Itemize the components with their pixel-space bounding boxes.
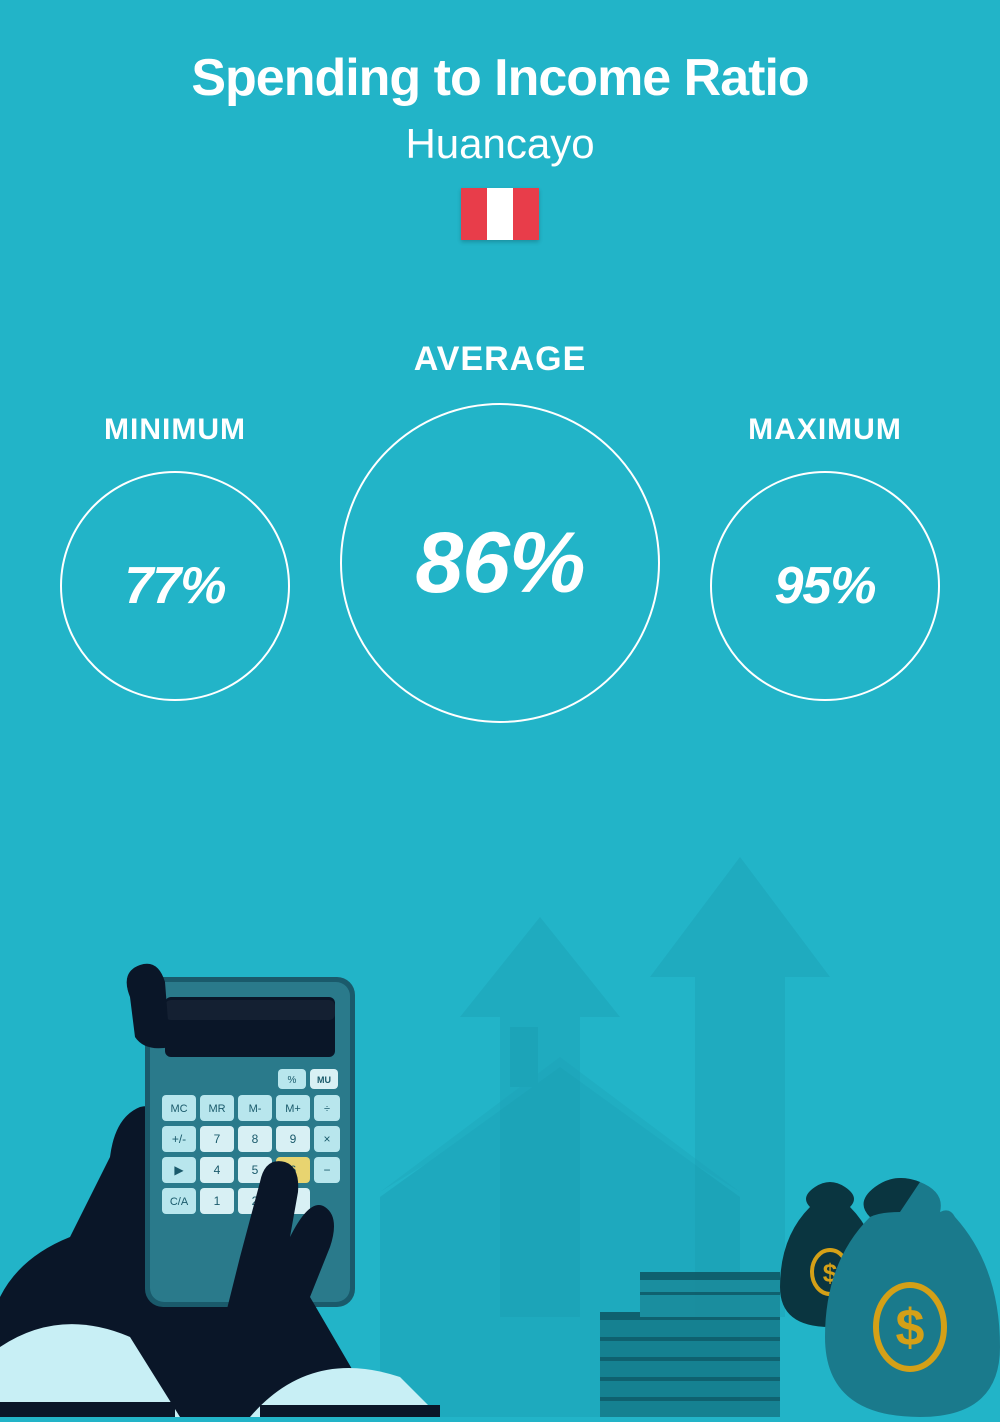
svg-text:M+: M+: [285, 1103, 301, 1115]
stat-maximum: MAXIMUM 95%: [710, 413, 940, 701]
main-title: Spending to Income Ratio: [191, 48, 808, 108]
svg-text:C/A: C/A: [170, 1196, 189, 1208]
minimum-circle: 77%: [60, 471, 290, 701]
svg-text:×: ×: [323, 1132, 330, 1146]
subtitle: Huancayo: [405, 120, 594, 168]
average-circle: 86%: [340, 403, 660, 723]
svg-text:4: 4: [214, 1163, 221, 1177]
stat-minimum: MINIMUM 77%: [60, 413, 290, 701]
peru-flag-icon: [461, 188, 539, 240]
svg-text:1: 1: [214, 1194, 221, 1208]
flag-stripe-center: [487, 188, 513, 240]
stats-row: MINIMUM 77% AVERAGE 86% MAXIMUM 95%: [0, 340, 1000, 723]
flag-stripe-right: [513, 188, 539, 240]
svg-text:+/-: +/-: [172, 1132, 186, 1146]
minimum-value: 77%: [124, 556, 225, 616]
svg-text:▶: ▶: [174, 1163, 184, 1177]
svg-text:M-: M-: [249, 1103, 262, 1115]
infographic-container: Spending to Income Ratio Huancayo MINIMU…: [0, 0, 1000, 1417]
maximum-circle: 95%: [710, 471, 940, 701]
average-value: 86%: [415, 514, 584, 613]
average-label: AVERAGE: [414, 340, 587, 379]
svg-text:7: 7: [214, 1132, 221, 1146]
svg-text:8: 8: [252, 1132, 259, 1146]
illustration-area: $ $: [0, 817, 1000, 1417]
maximum-label: MAXIMUM: [748, 413, 902, 447]
svg-text:%: %: [288, 1075, 297, 1086]
svg-text:MU: MU: [317, 1075, 331, 1085]
maximum-value: 95%: [774, 556, 875, 616]
svg-text:−: −: [323, 1163, 330, 1177]
svg-text:MC: MC: [170, 1103, 187, 1115]
flag-stripe-left: [461, 188, 487, 240]
illustration-svg: $ $: [0, 817, 1000, 1417]
svg-text:÷: ÷: [324, 1103, 330, 1115]
svg-text:MR: MR: [208, 1103, 225, 1115]
svg-text:5: 5: [252, 1163, 259, 1177]
stat-average: AVERAGE 86%: [340, 340, 660, 723]
minimum-label: MINIMUM: [104, 413, 246, 447]
svg-text:$: $: [896, 1299, 925, 1357]
svg-text:9: 9: [290, 1132, 297, 1146]
